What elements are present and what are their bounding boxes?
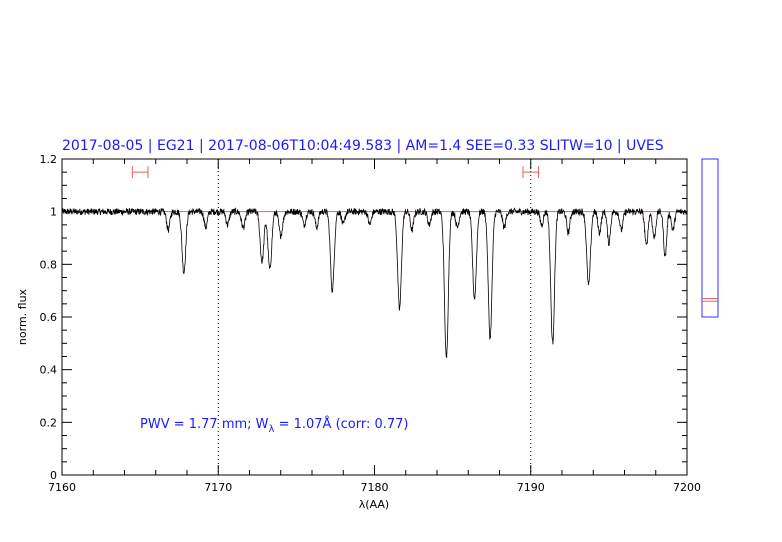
y-tick-label: 1.2 [40,153,58,166]
continuum-window-marker [131,166,149,179]
chart-title: 2017-08-05 | EG21 | 2017-08-06T10:04:49.… [62,138,664,154]
x-tick-label: 7200 [673,481,701,494]
y-tick-label: 0.6 [40,311,58,324]
pwv-text: PWV = 1.77 mm; W [140,417,269,432]
lambda-subscript: λ [269,424,275,435]
pwv-annotation: PWV = 1.77 mm; Wλ = 1.07Å (corr: 0.77) [140,416,409,435]
y-tick-label: 0.8 [40,258,58,271]
window-markers [131,166,540,179]
x-axis-label: λ(AA) [359,498,389,511]
side-panel [701,158,719,318]
y-tick-label: 1 [50,206,57,219]
side-panel-box [701,158,719,318]
y-tick-label: 0.4 [40,364,58,377]
y-tick-label: 0.2 [40,416,58,429]
continuum-window-marker [522,166,540,179]
y-axis-label: norm. flux [16,288,29,345]
spectrum-series [61,207,688,358]
y-tick-label: 0 [50,469,57,482]
pwv-rest-text: = 1.07Å (corr: 0.77) [274,416,408,432]
x-tick-label: 7170 [204,481,232,494]
x-tick-label: 7180 [361,481,389,494]
y-axis-ticks: 0 0.2 0.4 0.6 0.8 1 1.2 [40,153,687,482]
spectrum-line [61,207,688,358]
x-tick-label: 7160 [48,481,76,494]
x-tick-label: 7190 [517,481,545,494]
x-axis-ticks: 7160 7170 7180 7190 7200 [48,159,701,494]
